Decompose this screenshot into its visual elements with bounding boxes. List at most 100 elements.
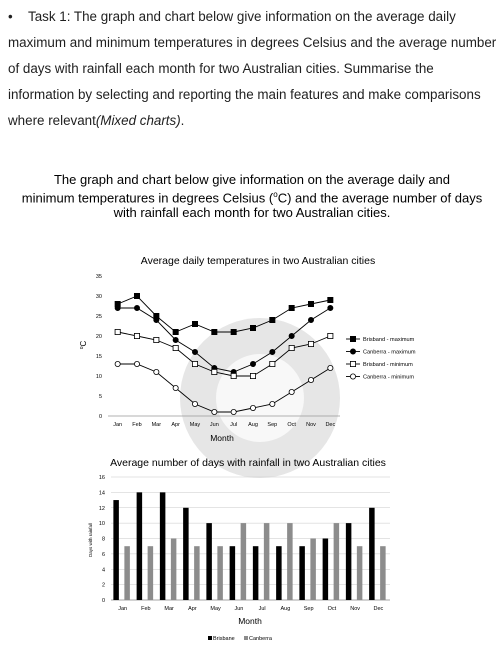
data-point [249,360,256,367]
line-chart-xtick: Mar [152,422,162,428]
series-line [117,331,331,377]
task-instructions: • Task 1: The graph and chart below give … [8,4,500,134]
bar-chart-ytick: 6 [102,552,105,558]
data-point [269,360,276,367]
bar [170,538,177,600]
data-point [230,328,237,335]
bar-chart-xtick: Jan [118,606,127,612]
line-chart-xtick: Aug [248,422,258,428]
bar [206,523,212,600]
bar-chart-xtick: Mar [164,606,174,612]
bar [322,538,329,600]
bar [333,523,340,600]
heading-line-2: minimum temperatures in degrees Celsius … [21,190,483,206]
bar-chart-xtick: Nov [350,606,360,612]
data-point [327,364,334,371]
data-point [327,296,334,303]
series-line [117,307,331,373]
data-point [114,328,121,335]
data-point [114,304,121,311]
data-point [172,344,179,351]
task-suffix: (Mixed charts) [95,113,181,128]
data-point [307,376,314,383]
heading-line-3: with rainfall each month for two Austral… [113,205,391,221]
bar-chart-xtick: Aug [280,606,290,612]
line-chart-xtick: Jun [210,422,219,428]
bar [136,492,143,600]
data-point [307,340,314,347]
line-chart-xtick: Jan [113,422,122,428]
legend-label: Brisband - maximum [363,337,415,343]
bar-chart-title: Average number of days with rainfall in … [110,457,386,469]
data-point [191,360,198,367]
line-chart-ytick: 20 [96,334,102,340]
data-point [191,400,198,407]
series-line [117,295,331,333]
bar-series [113,492,375,600]
bar [380,546,386,600]
data-point [288,332,295,339]
line-chart-ylabel: oC [79,341,88,350]
line-chart-ytick: 0 [99,414,102,420]
bar-chart-xtick: Oct [328,606,337,612]
figure-heading: The graph and chart below give informati… [0,172,504,220]
bar [252,546,259,600]
line-chart-xtick: Apr [171,422,180,428]
bar-chart-xtick: Sep [304,606,314,612]
bar [240,523,247,600]
data-point [133,292,140,299]
bar-chart-xtick: Jun [234,606,243,612]
bar-chart-ytick: 16 [99,475,105,481]
legend-marker [349,360,356,367]
line-series [114,328,334,379]
data-point [153,336,160,343]
data-point [133,332,140,339]
data-point [327,304,334,311]
bar-chart-xtick: Feb [141,606,150,612]
legend-label: Canberra - minimum [363,375,414,381]
data-point [230,372,237,379]
bar [124,546,130,600]
watermark-logo-icon [180,318,340,478]
bar-chart-ytick: 2 [102,583,105,589]
bar-chart-xtick: Jul [259,606,266,612]
bar-chart-xtick: May [210,606,221,612]
bar [263,523,270,600]
bar-chart-ytick: 4 [102,567,105,573]
bar [345,523,352,600]
bar [276,546,282,600]
line-chart-ytick: 35 [96,274,102,280]
data-point [153,368,160,375]
bar [356,546,363,600]
line-chart-xtick: Jul [230,422,237,428]
line-chart-ytick: 30 [96,294,102,300]
bullet-icon: • [8,9,13,24]
data-point [191,320,198,327]
legend-label: Canberra - maximum [363,350,416,356]
bar-chart-ytick: 0 [102,598,105,604]
series-line [117,363,331,413]
line-chart-ytick: 5 [99,394,102,400]
task-end: . [180,113,185,128]
data-point [172,384,179,391]
bar [299,546,305,600]
data-point [114,360,121,367]
data-point [172,328,179,335]
bar [217,546,223,600]
data-point [230,408,237,415]
line-chart-xtick: Nov [306,422,316,428]
data-point [269,348,276,355]
data-point [327,332,334,339]
legend-swatch [208,636,212,640]
data-point [172,336,179,343]
bar [194,546,200,600]
line-chart-ytick: 25 [96,314,102,320]
line-chart-ytick: 15 [96,354,102,360]
data-point [211,328,218,335]
data-point [133,360,140,367]
heading-line-1: The graph and chart below give informati… [53,172,451,187]
line-chart-xtick: Oct [287,422,296,428]
line-series [114,360,334,415]
data-point [133,304,140,311]
